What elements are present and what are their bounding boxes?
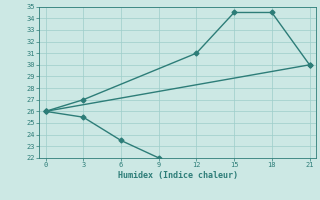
- X-axis label: Humidex (Indice chaleur): Humidex (Indice chaleur): [117, 171, 237, 180]
